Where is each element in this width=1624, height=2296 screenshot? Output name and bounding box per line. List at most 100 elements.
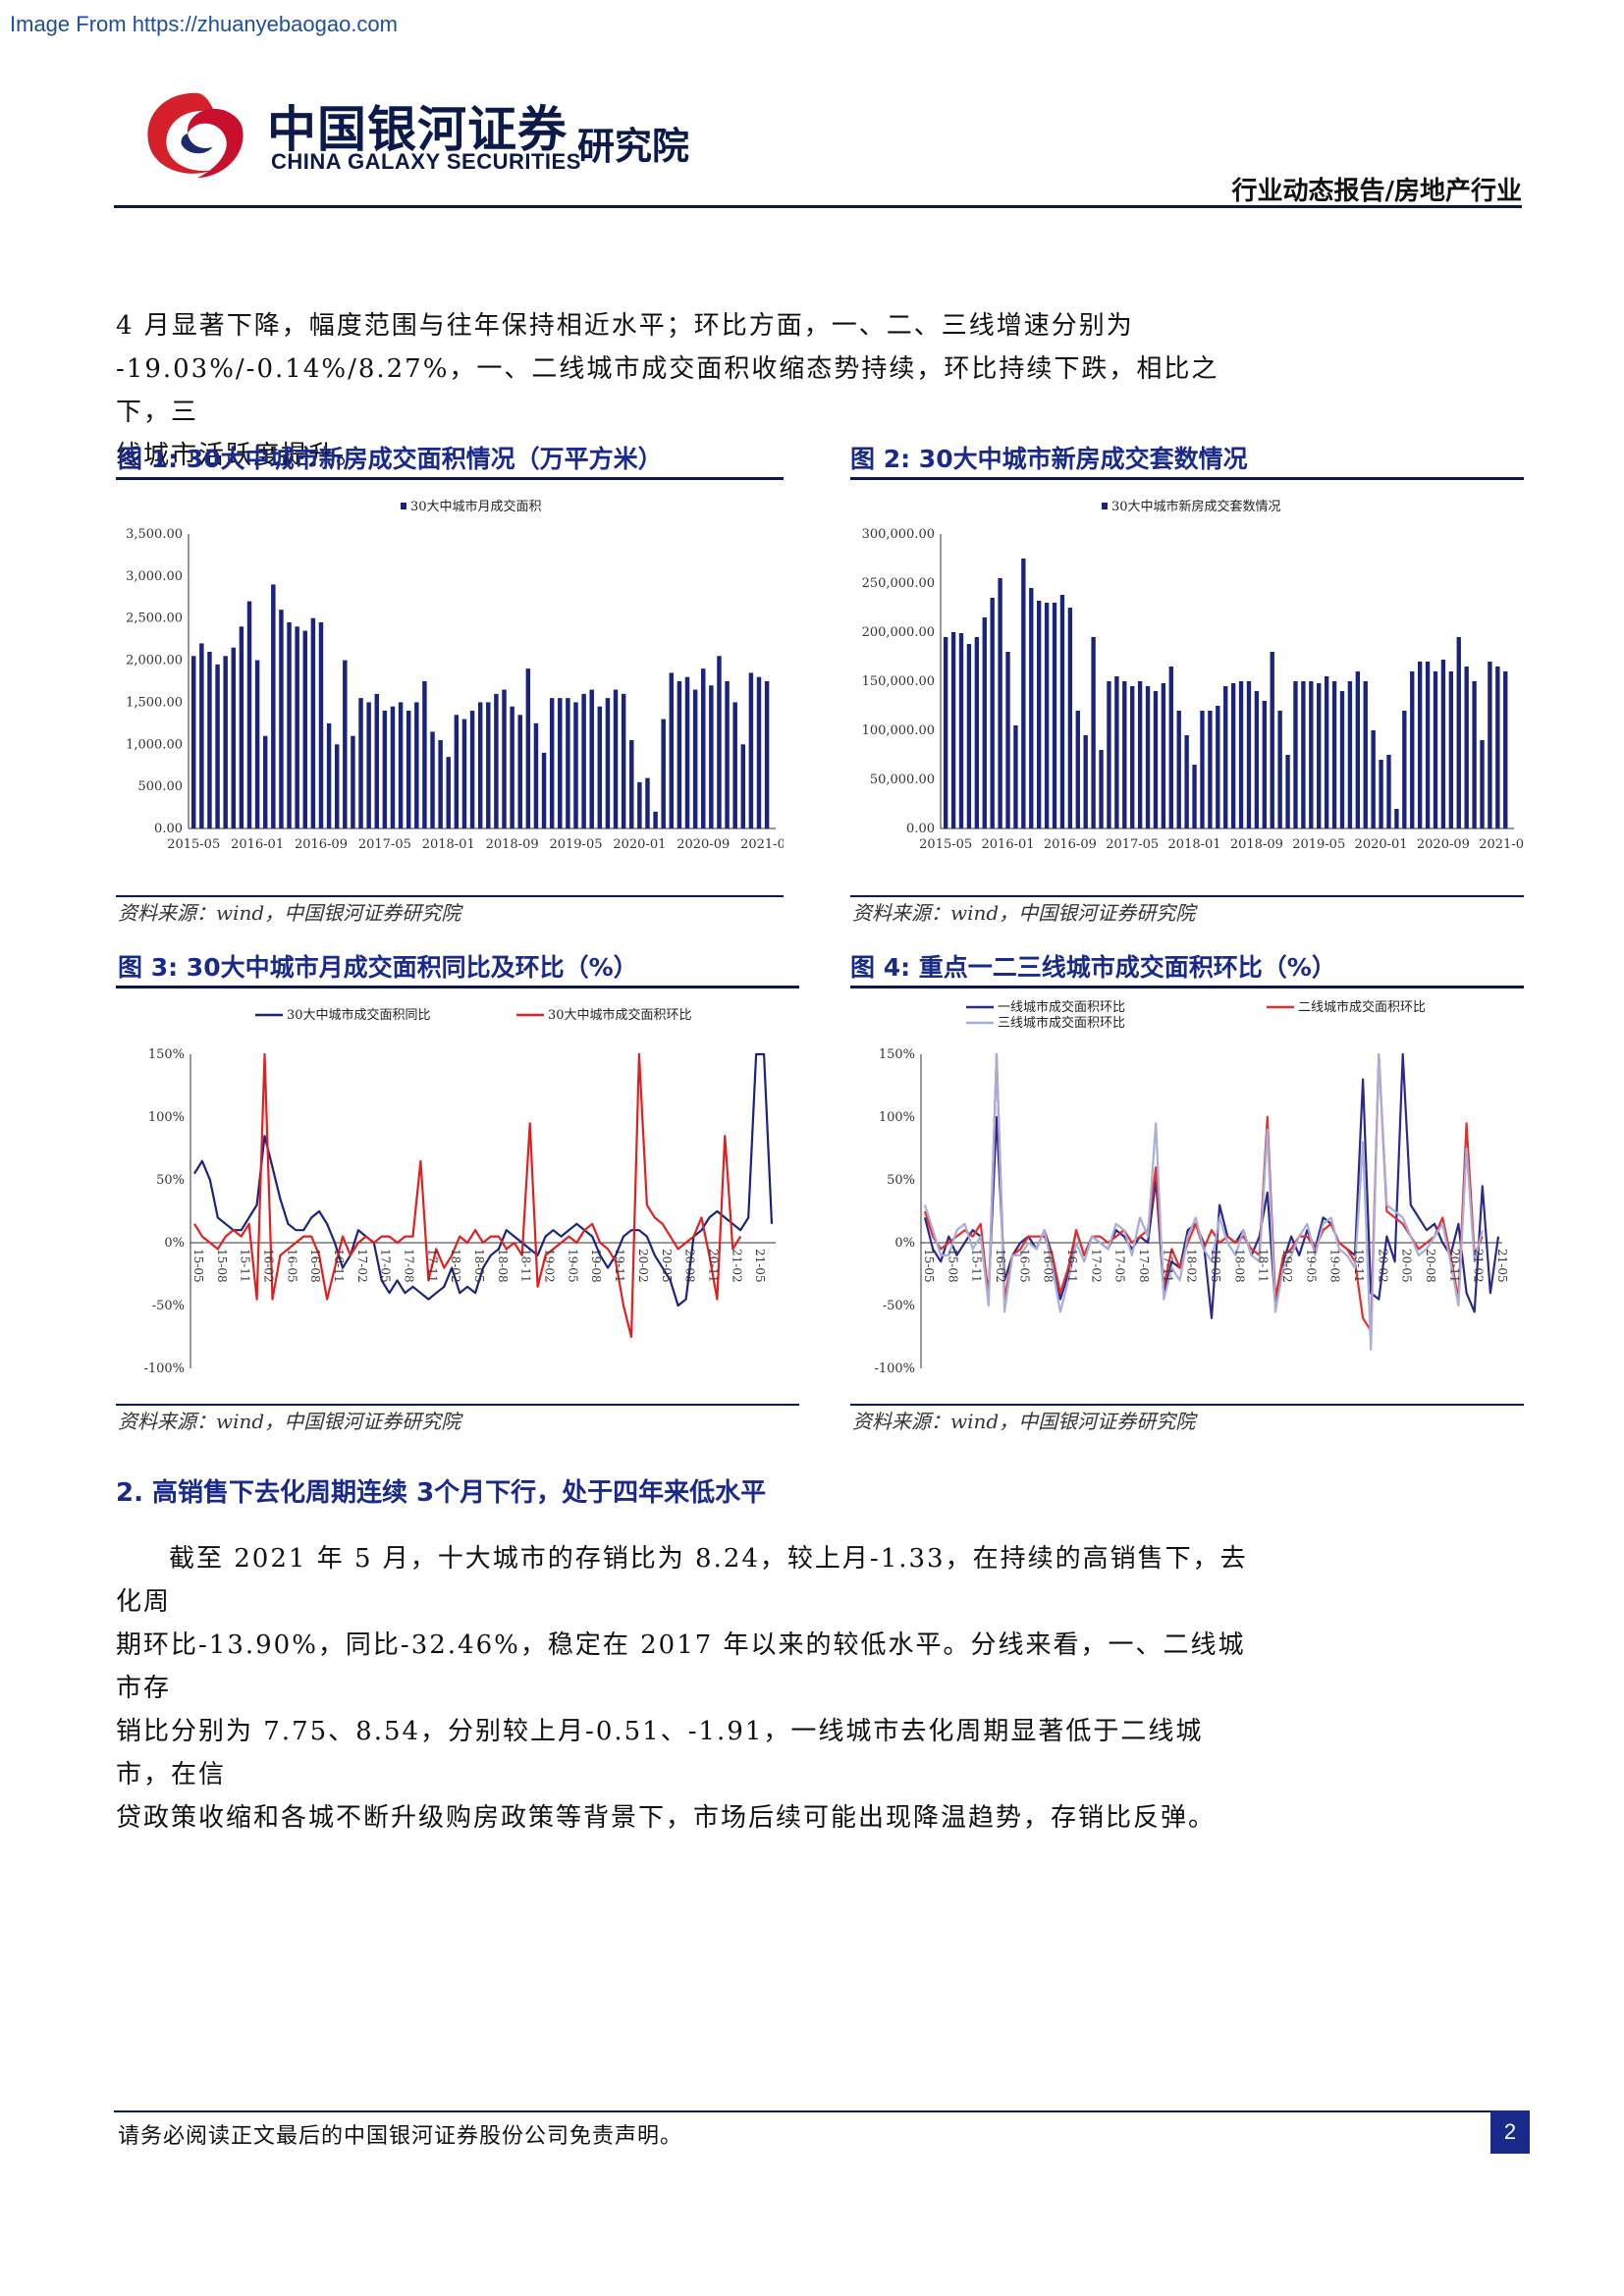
fig4-x-tick-label: 21-02 (1472, 1249, 1486, 1283)
fig4-x-tick-label: 19-05 (1304, 1249, 1318, 1283)
footer-rule (114, 2110, 1508, 2112)
fig1-bar (254, 660, 260, 828)
fig3-series-line (193, 1052, 774, 1308)
fig3-source: 资料来源：wind，中国银河证券研究院 (118, 1410, 461, 1433)
fig1-y-tick-label: 3,500.00 (126, 527, 183, 542)
fig1-bar (366, 702, 371, 828)
fig1-bar (279, 610, 284, 828)
fig4-legend-label: 三线城市成交面积环比 (998, 1015, 1125, 1031)
fig1-bar (486, 702, 491, 828)
fig4-x-tick-label: 20-02 (1376, 1249, 1389, 1283)
fig1-y-tick-label: 3,000.00 (126, 569, 183, 584)
page-number: 2 (1490, 2110, 1530, 2154)
fig4-x-tick-label: 18-02 (1185, 1249, 1199, 1283)
fig3-x-tick-label: 18-11 (519, 1249, 533, 1283)
fig1-bar (469, 711, 475, 828)
fig4-series-line (923, 1052, 1500, 1319)
fig3-x-tick-label: 17-08 (403, 1249, 416, 1283)
fig1-bar (318, 622, 324, 828)
fig3-x-tick-label: 20-08 (683, 1249, 697, 1283)
fig1-bar (215, 664, 220, 828)
fig1-title-rule (116, 477, 784, 480)
fig1-bar (621, 693, 626, 828)
logo-institute: 研究院 (577, 125, 690, 168)
fig1-bar (645, 777, 650, 828)
fig4-x-tick-label: 15-08 (946, 1249, 959, 1283)
fig2-title-rule (850, 477, 1524, 480)
fig2-bar (1145, 686, 1151, 828)
fig4-title: 图 4: 重点一二三线城市成交面积环比（%） (850, 953, 1336, 982)
fig2-bar (1114, 676, 1119, 828)
fig2-bar (1107, 681, 1111, 828)
fig3-legend-label: 30大中城市成交面积环比 (548, 1007, 692, 1023)
fig1-bar (446, 757, 451, 828)
fig1-bar (351, 735, 355, 828)
fig2-bar (1262, 701, 1267, 828)
fig1-bar (287, 622, 292, 828)
fig1-bar (692, 689, 698, 828)
fig2-bar (1285, 755, 1290, 828)
fig2-bar (1059, 595, 1065, 828)
fig2-bar (1184, 735, 1189, 828)
fig4-x-tick-label: 19-11 (1352, 1249, 1366, 1283)
fig1-x-tick-label: 2016-01 (231, 837, 284, 852)
fig4-x-tick-label: 15-05 (922, 1249, 936, 1283)
fig2-bar (1216, 706, 1220, 828)
fig1-x-tick-label: 2021-05 (740, 837, 784, 852)
logo-english-name: CHINA GALAXY SECURITIES (271, 149, 581, 174)
fig1-bar (717, 656, 722, 828)
fig3-x-tick-label: 19-05 (566, 1249, 579, 1283)
fig4-x-tick-label: 15-11 (970, 1249, 984, 1283)
fig1-bar (732, 702, 737, 828)
fig2-bar (1425, 662, 1431, 828)
fig1-bar (517, 715, 522, 828)
fig2-legend-swatch (1102, 503, 1108, 509)
fig1-x-tick-label: 2018-09 (486, 837, 539, 852)
fig2-bar (1099, 750, 1104, 828)
logo-chinese-name: 中国银河证券 (267, 101, 568, 158)
fig1-bar (677, 681, 682, 828)
fig3-x-tick-label: 17-11 (425, 1249, 439, 1283)
fig2-y-tick-label: 250,000.00 (862, 576, 935, 591)
fig4-y-tick-label: 0% (894, 1236, 915, 1251)
fig2-bar (1293, 681, 1298, 828)
fig2-bar (950, 632, 956, 828)
fig1-x-tick-label: 2016-09 (295, 837, 348, 852)
fig1-bar (207, 652, 212, 828)
fig1-bar (271, 584, 276, 828)
footer-disclaimer: 请务必阅读正文最后的中国银河证券股份公司免责声明。 (118, 2124, 683, 2149)
fig1-bar (629, 740, 634, 828)
fig2-bar (1464, 667, 1469, 828)
fig1-bar (549, 698, 555, 828)
fig3-x-tick-label: 18-08 (496, 1249, 510, 1283)
fig1-bar (581, 693, 586, 828)
fig3-x-tick-label: 16-11 (332, 1249, 346, 1283)
fig2-bar (1347, 681, 1353, 828)
fig2-bar (1472, 681, 1477, 828)
fig1-bar (748, 672, 754, 828)
fig3-title: 图 3: 30大中城市月成交面积同比及环比（%） (118, 953, 638, 982)
fig2-bar (1440, 660, 1446, 828)
fig2-bar (1410, 671, 1415, 828)
fig1-bar (326, 722, 332, 828)
fig2-bar (1091, 637, 1096, 828)
fig2-bar (1005, 652, 1010, 828)
fig2-bar (1317, 683, 1322, 828)
fig4-x-tick-label: 19-08 (1328, 1249, 1342, 1283)
fig2-bar (1277, 711, 1282, 828)
fig2-bar (1083, 735, 1088, 828)
fig4-x-tick-label: 16-02 (994, 1249, 1007, 1283)
fig1-source: 资料来源：wind，中国银河证券研究院 (118, 901, 461, 925)
fig2-y-tick-label: 50,000.00 (870, 773, 935, 787)
fig4-y-tick-label: 100% (879, 1110, 915, 1125)
fig1-bar (477, 702, 483, 828)
fig1-x-tick-label: 2018-01 (422, 837, 475, 852)
fig1-title: 图 1: 30大中城市新房成交面积情况（万平方米） (118, 445, 663, 473)
fig1-bar (438, 740, 443, 828)
fig3-x-tick-label: 15-11 (239, 1249, 252, 1283)
fig2-x-tick-label: 2017-05 (1106, 837, 1159, 852)
fig2-bar (1301, 681, 1306, 828)
fig2-bar (1122, 681, 1127, 828)
fig1-bar (262, 735, 268, 828)
fig4-title-rule (850, 986, 1524, 988)
